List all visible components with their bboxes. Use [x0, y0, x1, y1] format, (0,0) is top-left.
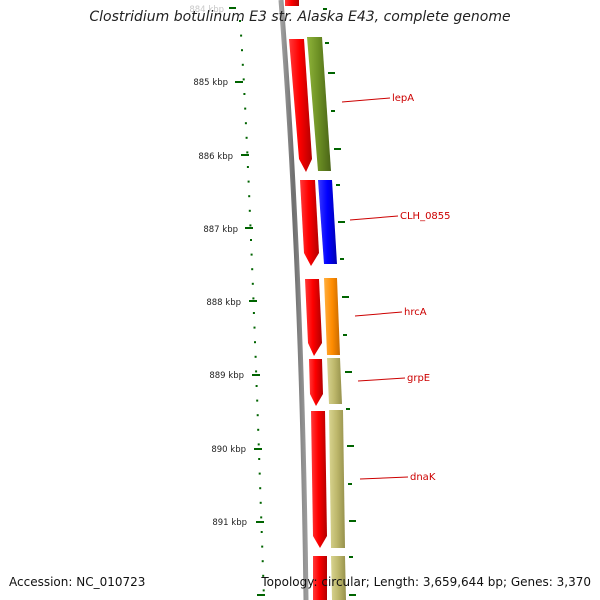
label-hrcA[interactable]: hrcA	[404, 307, 427, 318]
map-title: Clostridium botulinum E3 str. Alaska E43…	[89, 9, 511, 25]
ruler-label-887: 887 kbp	[203, 225, 238, 235]
label-dnaK[interactable]: dnaK	[410, 472, 436, 483]
ruler-minor-tick	[255, 370, 258, 373]
ruler-minor-tick	[262, 589, 265, 592]
ruler-minor-tick	[261, 560, 264, 563]
ruler-minor-tick	[242, 78, 245, 81]
ruler-tick-890	[254, 448, 262, 450]
ruler-minor-tick	[248, 195, 251, 198]
gene-bottom[interactable]	[331, 556, 346, 600]
ruler-tick-891	[256, 521, 264, 523]
leader-lepA	[341, 97, 391, 103]
ruler-minor-tick	[251, 282, 254, 285]
leader-CLH_0855	[349, 215, 399, 221]
ruler-minor-tick	[252, 312, 255, 314]
ruler-minor-tick	[260, 531, 263, 533]
reverse-gene-top[interactable]	[285, 0, 299, 6]
ruler-label-890: 890 kbp	[211, 445, 246, 455]
ruler-tick-887	[245, 227, 253, 229]
outer-ticks	[323, 8, 356, 596]
ruler-minor-tick	[239, 20, 241, 22]
ruler: 884 kbp 885 kbp 886 kbp 887 kbp 888 kbp …	[189, 5, 265, 596]
label-CLH_0855[interactable]: CLH_0855	[400, 211, 451, 222]
ruler-minor-tick	[251, 268, 254, 271]
ruler-minor-tick	[241, 49, 243, 52]
ruler-label-888: 888 kbp	[206, 298, 241, 308]
leader-dnaK	[359, 476, 409, 480]
ruler-minor-tick	[249, 224, 252, 227]
ruler-minor-tick	[246, 166, 249, 168]
ruler-label-891: 891 kbp	[212, 518, 247, 528]
ruler-minor-tick	[244, 107, 247, 110]
ruler-label-885: 885 kbp	[193, 78, 228, 88]
ruler-minor-ticks	[239, 20, 265, 592]
ruler-tick-884	[229, 7, 236, 9]
gene-grpE[interactable]	[327, 358, 342, 404]
reverse-gene-3[interactable]	[305, 279, 322, 356]
ruler-label-889: 889 kbp	[209, 371, 244, 381]
ruler-tick-885	[235, 81, 243, 83]
ruler-minor-tick	[252, 297, 255, 300]
ruler-minor-tick	[259, 487, 262, 490]
reverse-gene-1[interactable]	[289, 39, 312, 172]
leader-grpE	[357, 377, 406, 382]
ruler-minor-tick	[246, 151, 249, 154]
forward-strand-track	[307, 37, 346, 600]
reverse-gene-4[interactable]	[309, 359, 323, 406]
ruler-minor-tick	[250, 253, 253, 256]
label-grpE[interactable]: grpE	[407, 373, 430, 384]
reverse-gene-2[interactable]	[300, 180, 319, 266]
ruler-minor-tick	[261, 545, 264, 548]
ruler-minor-tick	[254, 341, 256, 344]
gene-leaders	[341, 97, 409, 480]
ruler-minor-tick	[250, 239, 252, 241]
ruler-minor-tick	[258, 472, 261, 475]
ruler-minor-tick	[260, 516, 263, 519]
reverse-gene-5[interactable]	[311, 411, 327, 548]
ruler-minor-tick	[243, 93, 246, 95]
ruler-label-886: 886 kbp	[198, 152, 233, 162]
ruler-minor-tick	[244, 122, 247, 125]
ruler-tick-889	[252, 374, 260, 376]
gene-lepA[interactable]	[307, 37, 331, 171]
ruler-tick-886	[241, 154, 249, 156]
reverse-gene-bottom[interactable]	[313, 556, 327, 600]
gene-dnaK[interactable]	[329, 410, 345, 548]
ruler-minor-tick	[248, 209, 251, 212]
reverse-strand-track	[285, 0, 327, 600]
gene-hrcA[interactable]	[324, 278, 340, 355]
ruler-minor-tick	[241, 63, 244, 66]
ruler-minor-tick	[262, 574, 265, 577]
ruler-tick-892	[257, 594, 265, 596]
ruler-minor-tick	[253, 326, 256, 329]
ruler-minor-tick	[257, 443, 260, 446]
genome-summary-text: Topology: circular; Length: 3,659,644 bp…	[261, 575, 591, 589]
ruler-minor-tick	[256, 399, 259, 402]
ruler-label-884: 884 kbp	[189, 5, 224, 15]
leader-hrcA	[354, 311, 403, 317]
ruler-minor-tick	[259, 501, 262, 504]
ruler-minor-tick	[254, 355, 257, 358]
ruler-tick-888	[249, 300, 257, 302]
label-lepA[interactable]: lepA	[392, 93, 414, 104]
gene-labels: lepA CLH_0855 hrcA grpE dnaK	[392, 93, 451, 483]
ruler-minor-tick	[256, 414, 259, 417]
ruler-minor-tick	[245, 136, 248, 139]
ruler-minor-tick	[255, 385, 258, 387]
accession-text: Accession: NC_010723	[9, 575, 146, 589]
gene-CLH_0855[interactable]	[318, 180, 337, 264]
ruler-minor-tick	[247, 180, 250, 183]
ruler-minor-tick	[258, 458, 261, 460]
ruler-minor-tick	[257, 428, 260, 431]
genome-backbone	[278, 0, 309, 600]
ruler-minor-tick	[240, 34, 243, 37]
